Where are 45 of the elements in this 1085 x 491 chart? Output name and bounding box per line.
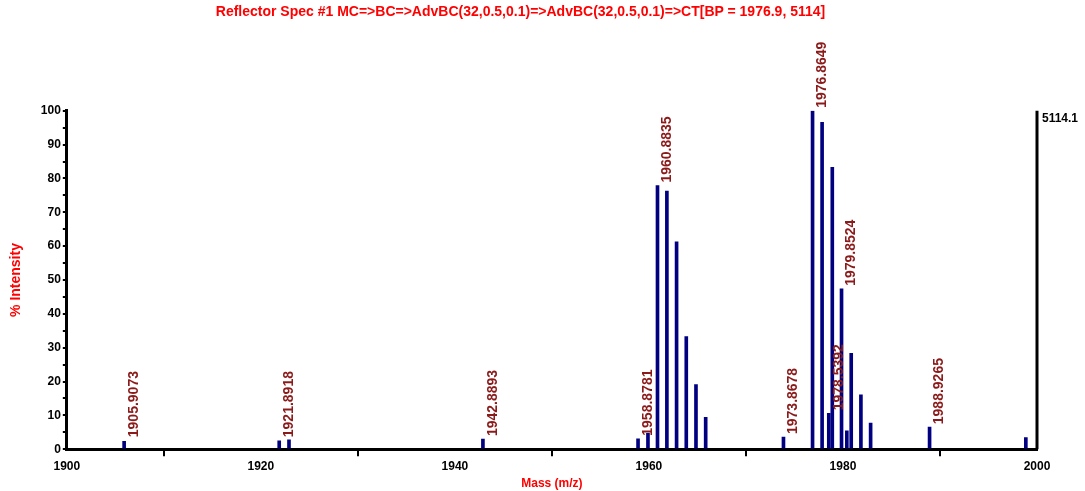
annotation: 1921.8918 xyxy=(280,370,297,438)
annotation: 1905.9073 xyxy=(124,370,141,438)
x-axis-title: Mass (m/z) xyxy=(521,476,583,491)
annotation: 1973.8678 xyxy=(784,367,801,435)
text: 5114.1 xyxy=(1042,111,1079,126)
bar xyxy=(859,394,863,449)
y-axis-title: % Intensity xyxy=(7,242,24,317)
bar xyxy=(694,384,698,449)
bar xyxy=(122,441,126,449)
annotation: 1958.8781 xyxy=(638,369,655,436)
y-tick-label: 80 xyxy=(47,170,62,185)
x-tick-label: 1960 xyxy=(635,458,663,473)
bar xyxy=(481,438,485,449)
bar xyxy=(820,121,824,449)
chart-title: Reflector Spec #1 MC=>BC=>AdvBC(32,0.5,0.1)=>AdvBC(32,0.5,0.1)=>CT[BP = 1976.9, 5114] xyxy=(215,3,826,20)
y-tick-label: 0 xyxy=(54,441,62,456)
annotation: 1976.8649 xyxy=(813,41,830,108)
annotation: 1979.8524 xyxy=(842,219,859,286)
y-tick-label: 10 xyxy=(47,407,62,422)
bar xyxy=(665,190,669,449)
bar xyxy=(287,439,291,449)
y-tick-label: 90 xyxy=(47,136,62,151)
y-tick-label: 20 xyxy=(47,373,62,388)
annotation: 1942.8893 xyxy=(483,369,500,437)
x-tick-label: 1900 xyxy=(53,458,81,473)
annotation: 1960.8835 xyxy=(658,116,675,183)
bar xyxy=(684,336,689,449)
y-tick-label: 50 xyxy=(47,272,62,287)
y-tick-label: 60 xyxy=(47,238,62,253)
x-tick-label: 1920 xyxy=(247,458,275,473)
bar xyxy=(703,417,708,449)
bar xyxy=(830,166,835,449)
y-tick-label: 100 xyxy=(40,103,62,118)
bar xyxy=(277,440,282,449)
y-tick-label: 70 xyxy=(47,204,62,219)
y-tick-label: 30 xyxy=(47,339,62,354)
bar xyxy=(1024,437,1028,449)
x-tick-label: 2000 xyxy=(1023,458,1051,473)
x-tick-label: 1980 xyxy=(829,458,857,473)
x-tick-label: 1940 xyxy=(441,458,469,473)
y-tick-label: 40 xyxy=(47,306,62,321)
annotation: 1978.5392 xyxy=(829,343,846,411)
annotation: 1988.9265 xyxy=(930,357,947,425)
bar xyxy=(849,353,854,449)
bar xyxy=(636,438,640,449)
